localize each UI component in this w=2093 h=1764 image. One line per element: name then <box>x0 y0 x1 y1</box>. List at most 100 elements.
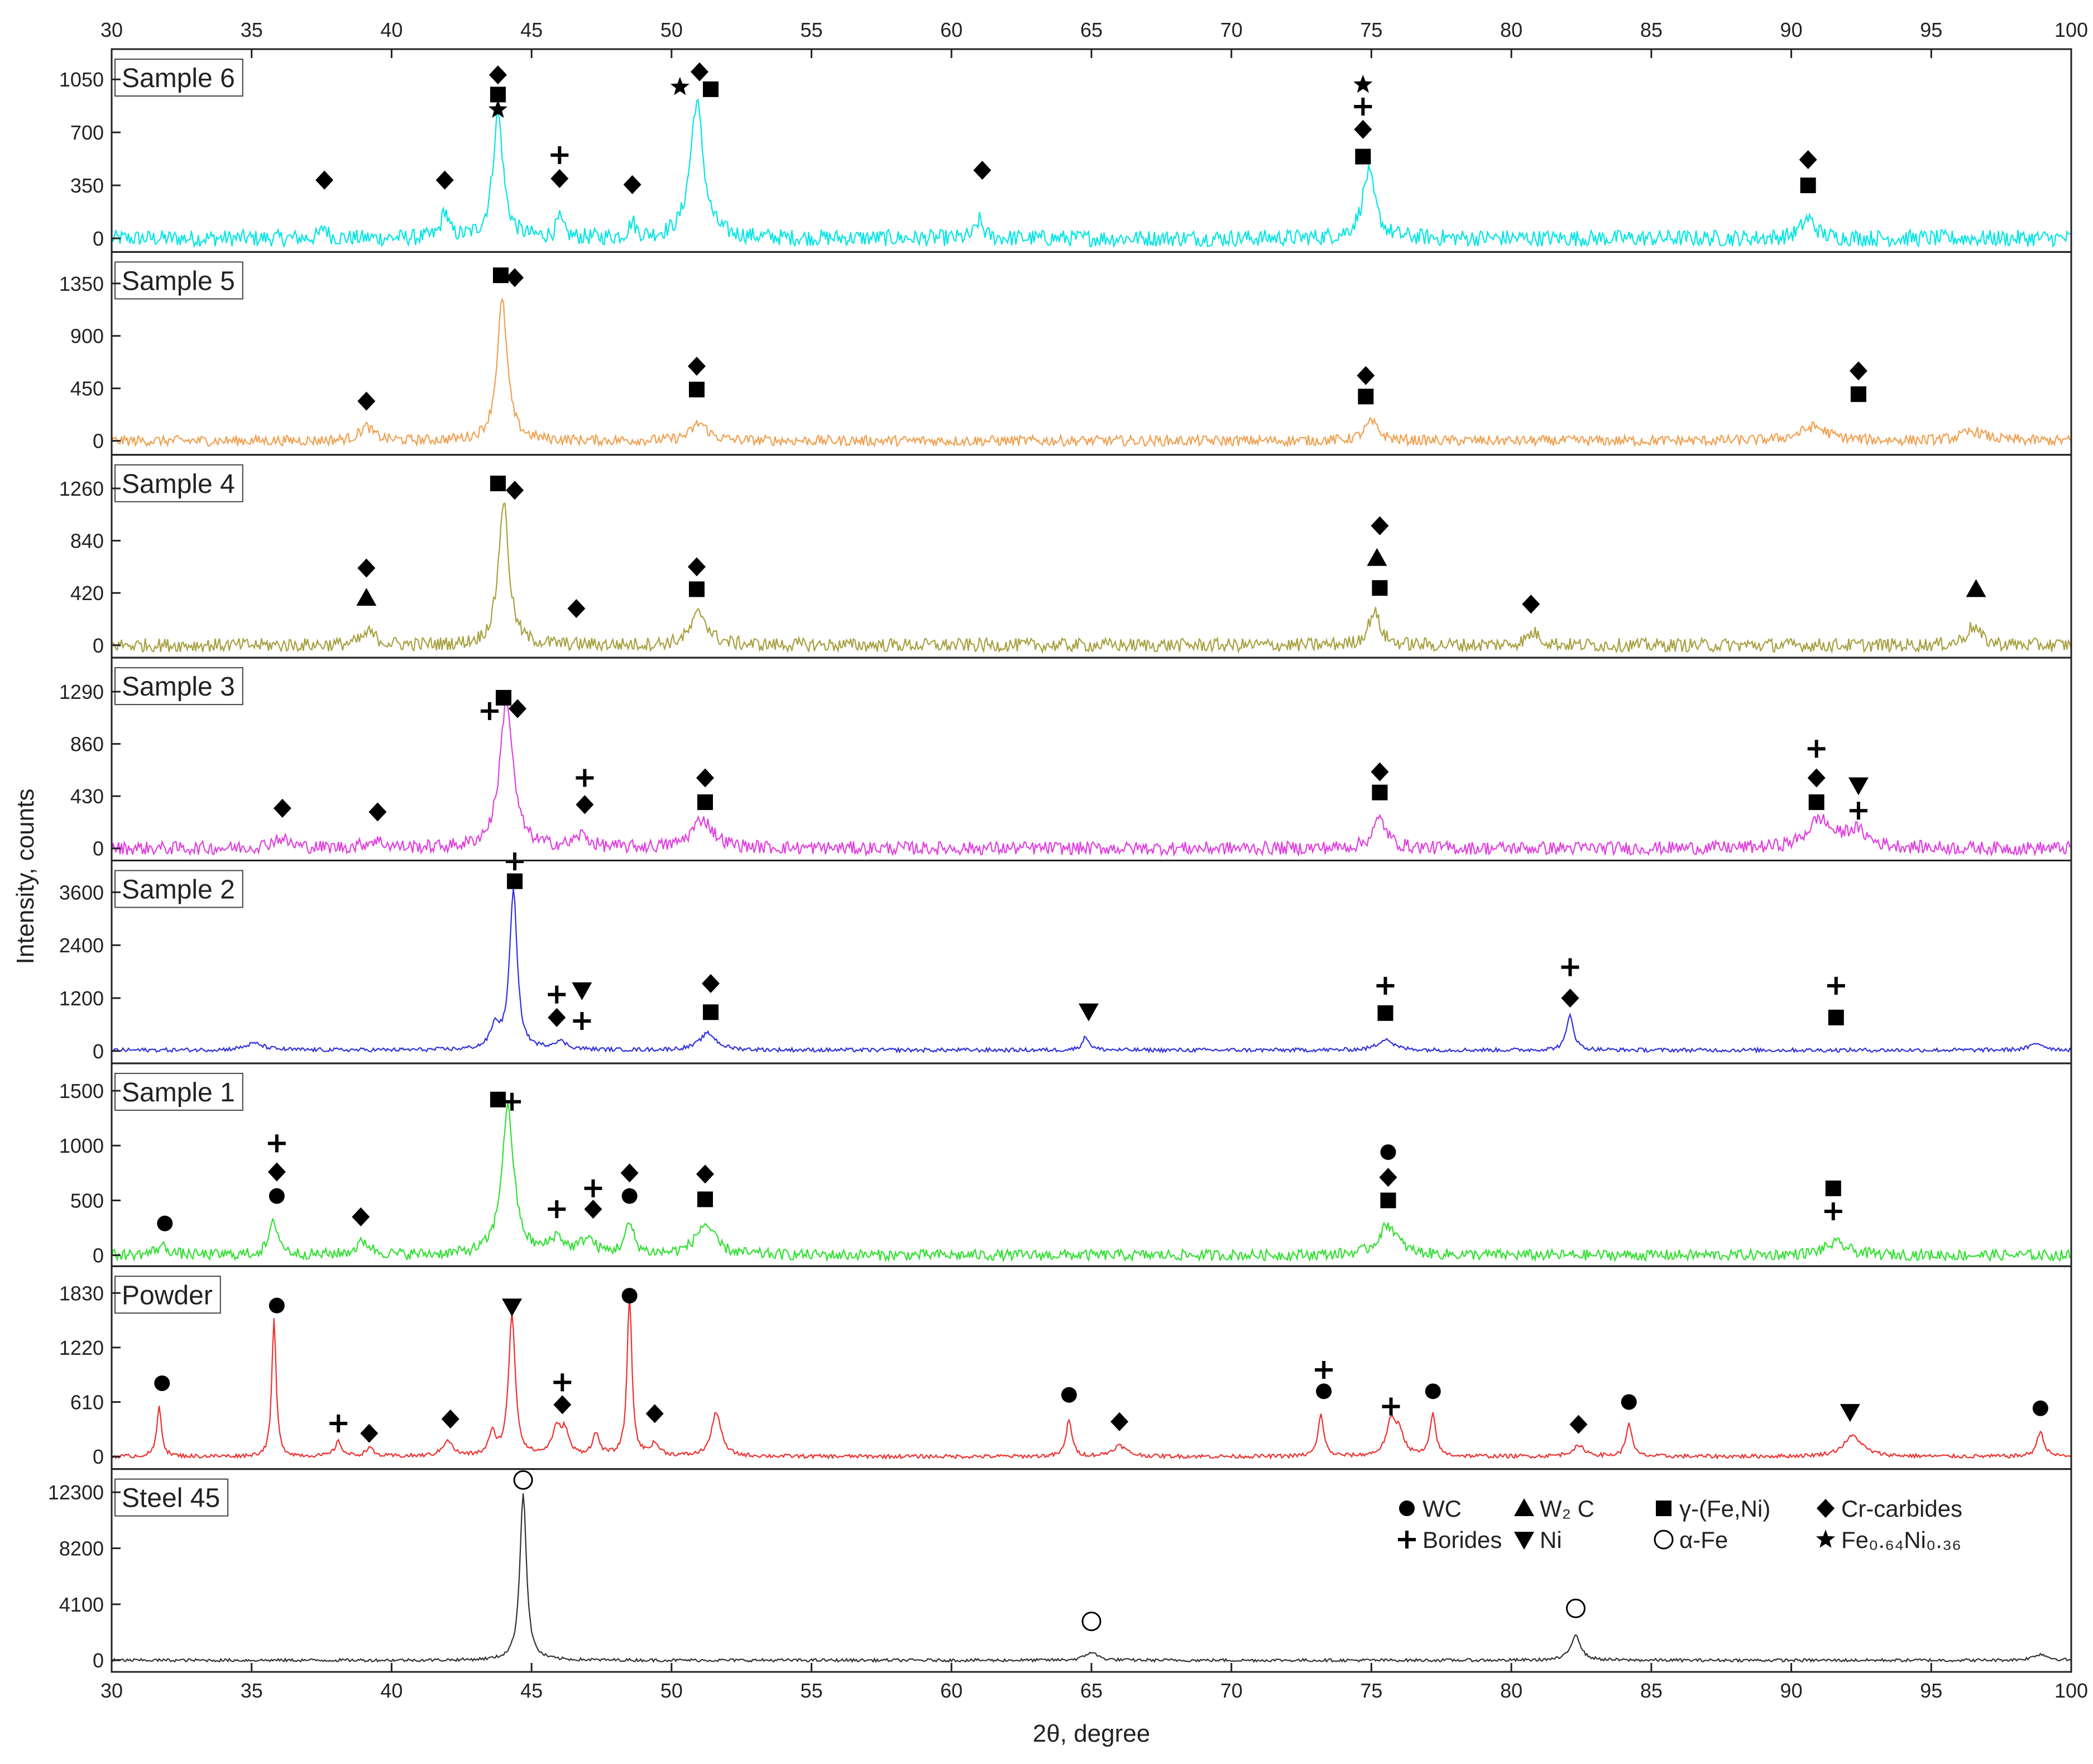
y-tick-label: 900 <box>70 325 104 348</box>
y-axis-title: Intensity, counts <box>12 789 39 965</box>
gamma-fe-ni-marker <box>1850 386 1866 402</box>
x-tick-label-bottom: 40 <box>380 1679 403 1702</box>
wc-marker <box>2032 1400 2048 1416</box>
cr-carbide-marker <box>1110 1412 1129 1431</box>
wc-marker <box>269 1188 285 1204</box>
wc-marker <box>621 1188 638 1204</box>
gamma-fe-ni-marker <box>1828 1009 1844 1025</box>
gamma-fe-ni-marker <box>490 1091 506 1108</box>
y-tick-label: 0 <box>93 1445 104 1468</box>
x-tick-label-top: 35 <box>241 18 263 41</box>
x-tick-label-bottom: 90 <box>1780 1679 1803 1702</box>
y-tick-label: 450 <box>70 377 104 400</box>
x-tick-label-bottom: 85 <box>1640 1679 1663 1702</box>
panel-sample-2: Sample 2 <box>112 852 2071 1054</box>
boride-marker <box>584 1179 602 1197</box>
panel-steel-45: Steel 45 <box>112 1470 2071 1664</box>
y-tick-label: 12300 <box>48 1481 104 1504</box>
y-tick-label: 0 <box>93 1040 104 1063</box>
cr-carbide-marker <box>509 699 527 718</box>
boride-marker <box>576 769 594 787</box>
boride-marker <box>553 1373 572 1392</box>
boride-marker <box>1849 802 1867 820</box>
y-tick-label: 0 <box>93 634 104 657</box>
x-tick-label-top: 85 <box>1640 18 1663 41</box>
y-tick-label: 1260 <box>59 477 104 500</box>
cr-carbide-marker <box>357 558 376 578</box>
y-tick-label: 1220 <box>59 1336 104 1359</box>
cr-carbide-marker <box>441 1409 459 1429</box>
ni-marker <box>1514 1532 1534 1550</box>
fe-ni-invar-marker <box>488 99 508 118</box>
panel-label: Sample 4 <box>122 469 235 499</box>
x-tick-label-bottom: 45 <box>520 1679 543 1702</box>
gamma-fe-ni-marker <box>688 581 705 597</box>
gamma-fe-ni-marker <box>703 81 719 97</box>
cr-carbide-marker <box>1561 988 1579 1008</box>
alpha-fe-marker <box>1565 1598 1586 1618</box>
legend-item: Cr-carbides <box>1817 1495 1962 1522</box>
legend-label: α-Fe <box>1679 1527 1728 1553</box>
cr-carbide-marker <box>548 1008 566 1027</box>
gamma-fe-ni-marker <box>1372 580 1388 596</box>
panel-sample-6: Sample 6 <box>112 59 2071 248</box>
cr-carbide-marker <box>506 481 524 500</box>
gamma-fe-ni-marker <box>697 1191 713 1207</box>
xrd-trace <box>112 98 2071 248</box>
panel-label: Sample 1 <box>122 1078 235 1108</box>
legend-item: W₂ C <box>1514 1495 1594 1522</box>
cr-carbide-marker <box>267 1162 286 1182</box>
panel-label-box <box>114 1478 229 1517</box>
panel-label-box <box>114 59 243 97</box>
x-tick-label-bottom: 55 <box>801 1679 823 1702</box>
w2c-marker <box>1514 1498 1534 1516</box>
cr-carbide-marker <box>1371 516 1389 535</box>
legend-label: Ni <box>1540 1527 1562 1553</box>
x-tick-label-top: 80 <box>1500 18 1522 41</box>
cr-carbide-marker <box>488 65 507 85</box>
x-tick-label-bottom: 60 <box>940 1679 962 1702</box>
panel-sample-4: Sample 4 <box>112 464 2071 654</box>
x-tick-label-top: 65 <box>1080 18 1103 41</box>
cr-carbide-marker <box>435 170 454 190</box>
cr-carbide-marker <box>1799 150 1817 169</box>
xrd-trace <box>112 1493 2071 1664</box>
gamma-fe-ni-marker <box>1358 389 1374 405</box>
cr-carbide-marker <box>1569 1415 1588 1434</box>
boride-marker <box>1561 958 1579 976</box>
wc-marker <box>269 1297 285 1314</box>
gamma-fe-ni-marker <box>1380 1192 1396 1209</box>
x-tick-label-top: 100 <box>2054 18 2088 41</box>
boride-marker <box>480 702 499 720</box>
x-tick-label-top: 60 <box>940 18 962 41</box>
gamma-fe-ni-marker <box>1800 178 1816 194</box>
panel-sample-5: Sample 5 <box>112 261 2071 448</box>
y-tick-label: 1350 <box>59 272 104 295</box>
gamma-fe-ni-marker <box>507 873 523 889</box>
boride-marker <box>1827 976 1845 995</box>
cr-carbide-marker <box>623 175 641 194</box>
wc-marker <box>1399 1501 1415 1516</box>
legend-item: Fe₀.₆₄Ni₀.₃₆ <box>1816 1527 1961 1553</box>
panel-label-box <box>114 667 243 706</box>
y-tick-label: 8200 <box>59 1537 104 1560</box>
panel-label: Powder <box>122 1281 213 1310</box>
alpha-fe-marker <box>513 1470 533 1490</box>
y-tick-label: 610 <box>70 1391 104 1414</box>
cr-carbide-marker <box>620 1163 639 1183</box>
x-tick-label-top: 45 <box>520 18 543 41</box>
y-tick-label: 0 <box>93 1649 104 1672</box>
cr-carbide-marker <box>691 62 708 82</box>
wc-marker <box>1316 1383 1332 1399</box>
cr-carbide-marker <box>1807 768 1826 788</box>
panel-sample-1: Sample 1 <box>112 1072 2071 1263</box>
cr-carbide-marker <box>687 557 706 577</box>
boride-marker <box>548 985 566 1004</box>
gamma-fe-ni-marker <box>1656 1501 1671 1516</box>
x-tick-label-bottom: 30 <box>100 1679 123 1702</box>
cr-carbide-marker <box>696 768 715 788</box>
panel-label: Sample 5 <box>122 266 235 296</box>
fe-ni-invar-marker <box>670 76 689 95</box>
cr-carbide-marker <box>1522 595 1540 614</box>
wc-marker <box>154 1375 170 1391</box>
